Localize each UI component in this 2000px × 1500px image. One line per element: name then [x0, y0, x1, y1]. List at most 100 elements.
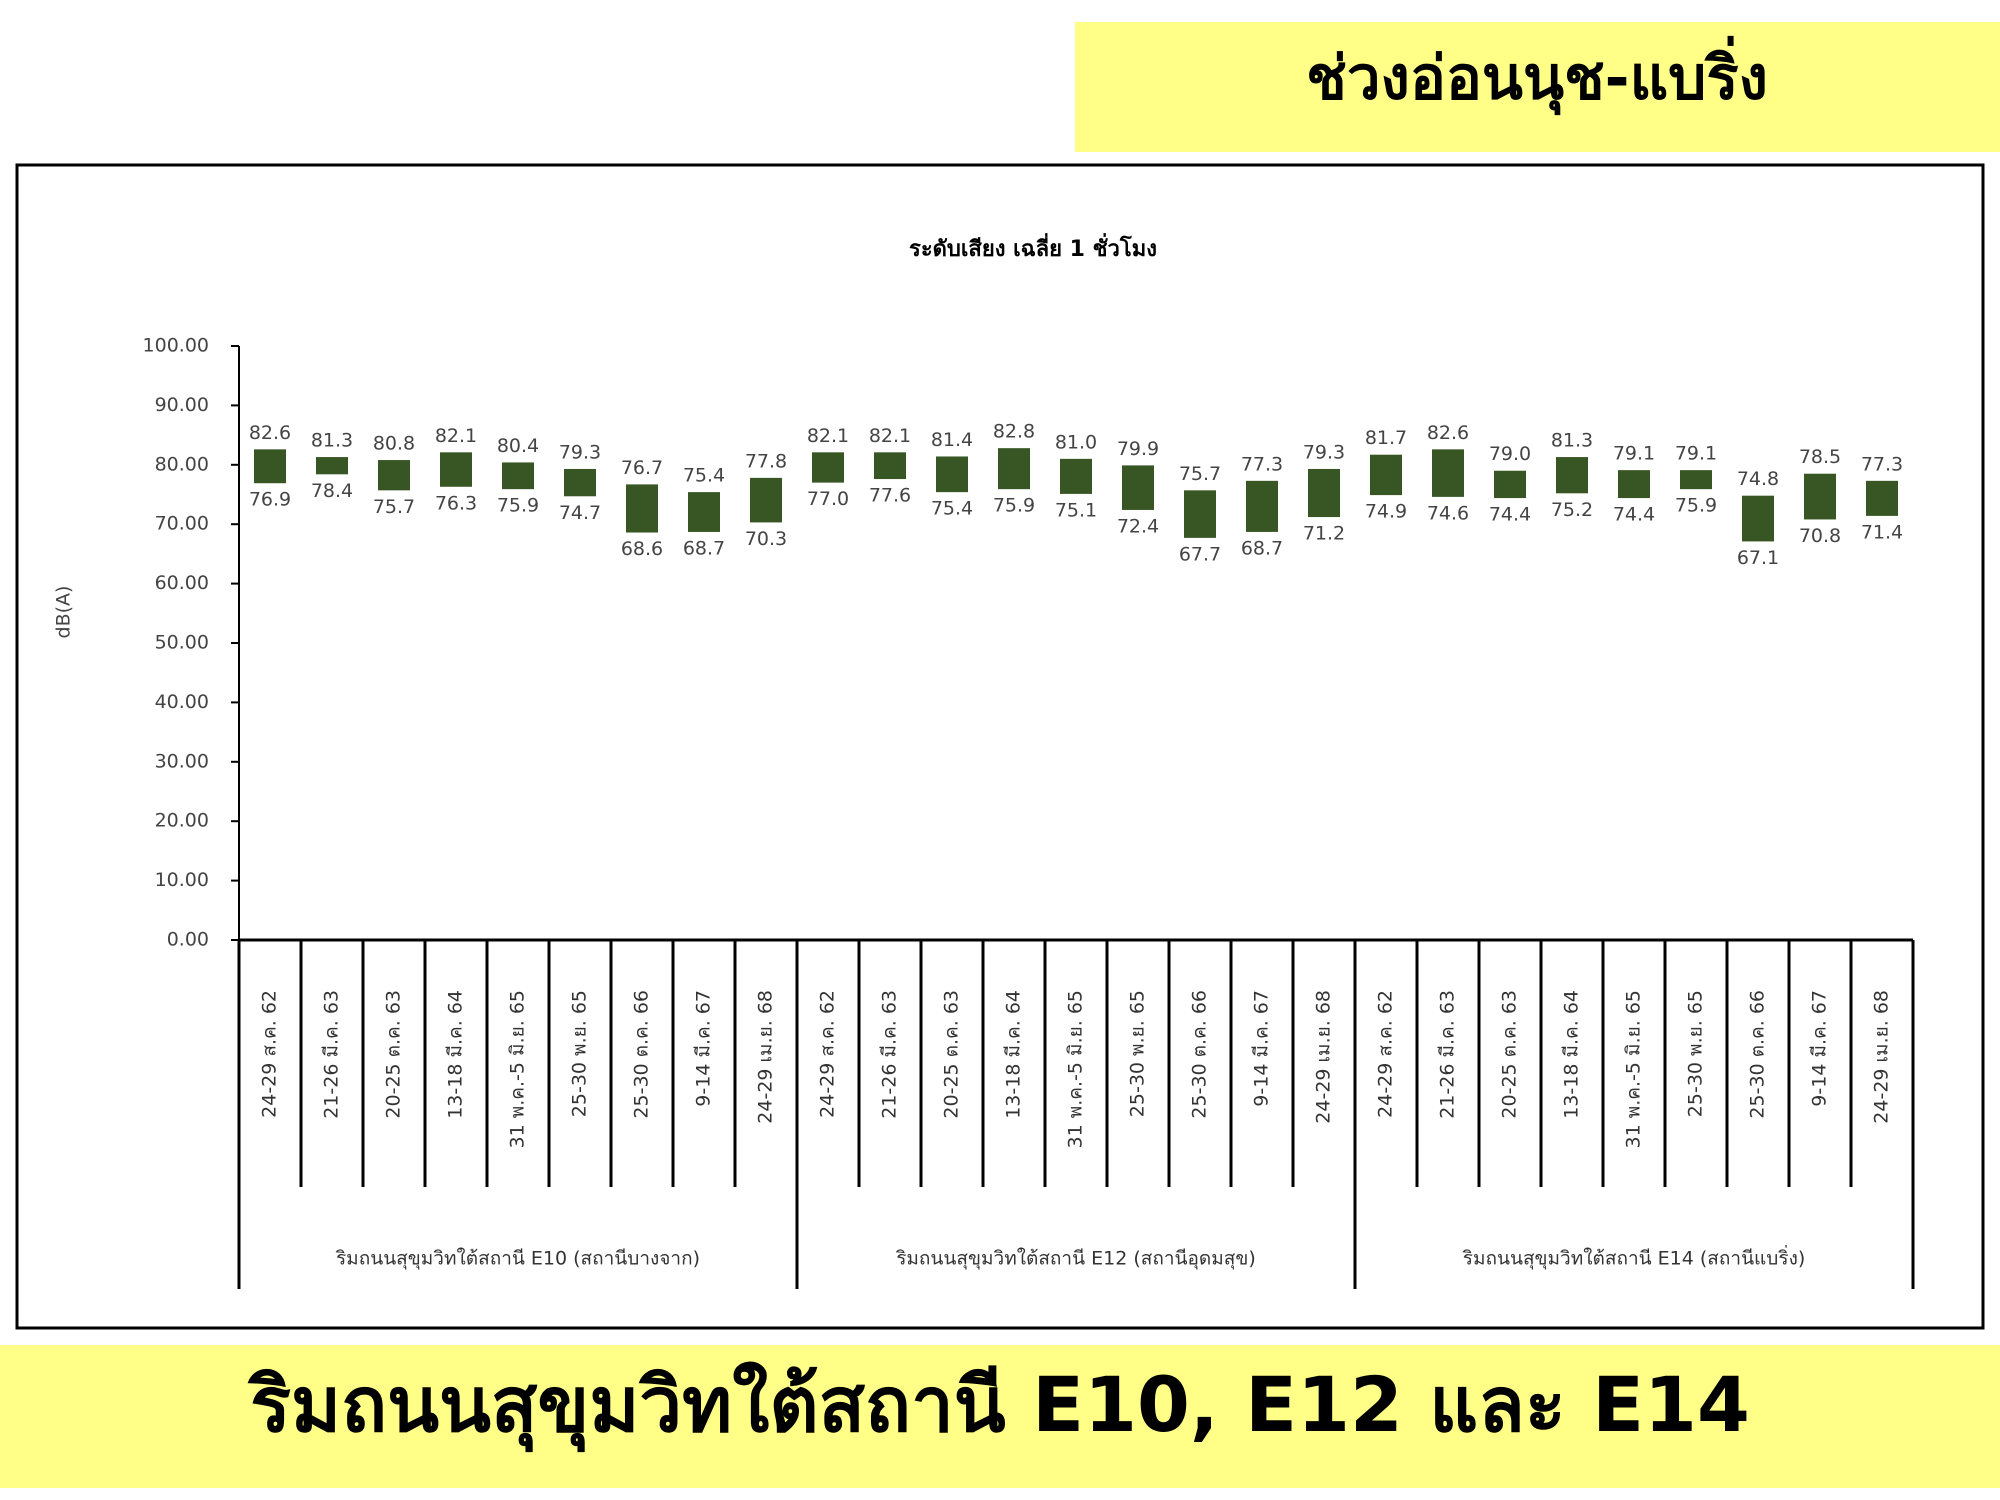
- footer-title: ริมถนนสุขุมวิทใต้สถานี E10, E12 และ E14: [247, 1360, 1750, 1453]
- high-label: 82.6: [1427, 422, 1469, 444]
- y-tick-label: 10.00: [155, 869, 209, 891]
- low-label: 67.7: [1179, 543, 1221, 565]
- x-tick-label: 13-18 มี.ค. 64: [1003, 990, 1025, 1119]
- y-tick-label: 90.00: [155, 394, 209, 416]
- high-label: 79.1: [1675, 443, 1717, 465]
- high-label: 74.8: [1737, 468, 1779, 490]
- low-label: 74.9: [1365, 501, 1407, 523]
- high-label: 80.4: [497, 435, 539, 457]
- range-bar: [1246, 480, 1278, 532]
- x-tick-label: 13-18 มี.ค. 64: [1561, 990, 1583, 1119]
- x-tick-label: 9-14 มี.ค. 67: [693, 990, 715, 1107]
- low-label: 70.3: [745, 528, 787, 550]
- range-bar: [1494, 470, 1526, 499]
- range-bar: [998, 448, 1030, 490]
- high-label: 81.3: [311, 430, 353, 452]
- chart-title: ระดับเสียง เฉลี่ย 1 ชั่วโมง: [909, 232, 1157, 262]
- low-label: 67.1: [1737, 547, 1779, 569]
- high-label: 81.0: [1055, 431, 1097, 453]
- range-bar: [1184, 490, 1216, 538]
- x-tick-label: 21-26 มี.ค. 63: [879, 990, 901, 1119]
- x-tick-label: 20-25 ต.ค. 63: [941, 990, 963, 1119]
- high-label: 82.1: [435, 425, 477, 447]
- range-bar: [564, 468, 596, 497]
- range-bar: [812, 452, 844, 483]
- high-label: 77.3: [1861, 453, 1903, 475]
- low-label: 77.0: [807, 488, 849, 510]
- x-tick-label: 21-26 มี.ค. 63: [321, 990, 343, 1119]
- range-bar: [874, 452, 906, 480]
- x-tick-label: 25-30 ต.ค. 66: [1189, 990, 1211, 1119]
- low-label: 75.9: [497, 495, 539, 517]
- y-tick-label: 50.00: [155, 632, 209, 654]
- range-bar: [626, 484, 658, 533]
- x-tick-label: 9-14 มี.ค. 67: [1251, 990, 1273, 1107]
- range-bar: [688, 492, 720, 532]
- header-title: ช่วงอ่อนนุช-แบริ่ง: [1306, 36, 1768, 116]
- x-tick-label: 31 พ.ค.-5 มิ.ย. 65: [1623, 990, 1645, 1148]
- high-label: 76.7: [621, 457, 663, 479]
- y-tick-label: 40.00: [155, 691, 209, 713]
- x-tick-label: 20-25 ต.ค. 63: [383, 990, 405, 1119]
- x-tick-label: 25-30 ต.ค. 66: [631, 990, 653, 1119]
- y-tick-label: 80.00: [155, 453, 209, 475]
- range-bar: [1556, 457, 1588, 494]
- range-bar: [316, 457, 348, 475]
- group-label: ริมถนนสุขุมวิทใต้สถานี E10 (สถานีบางจาก): [335, 1248, 700, 1271]
- range-bar: [1804, 473, 1836, 520]
- y-tick-label: 100.00: [143, 335, 209, 357]
- group-label: ริมถนนสุขุมวิทใต้สถานี E12 (สถานีอุดมสุข…: [895, 1248, 1255, 1271]
- high-label: 82.1: [869, 425, 911, 447]
- range-bar: [1122, 465, 1154, 510]
- x-tick-label: 24-29 เม.ย. 68: [755, 990, 777, 1124]
- low-label: 75.9: [993, 495, 1035, 517]
- low-label: 71.4: [1861, 521, 1903, 543]
- x-tick-label: 24-29 ส.ค. 62: [817, 990, 839, 1118]
- range-bar: [1308, 468, 1340, 518]
- range-bar: [1060, 458, 1092, 494]
- y-tick-label: 70.00: [155, 513, 209, 535]
- high-label: 79.0: [1489, 443, 1531, 465]
- low-label: 75.4: [931, 498, 973, 520]
- x-tick-label: 25-30 พ.ย. 65: [569, 990, 591, 1117]
- low-label: 74.4: [1613, 504, 1655, 526]
- x-tick-label: 24-29 ส.ค. 62: [1375, 990, 1397, 1118]
- high-label: 75.4: [683, 465, 725, 487]
- y-axis-label: dB(A): [53, 586, 75, 639]
- high-label: 77.3: [1241, 453, 1283, 475]
- x-tick-label: 25-30 ต.ค. 66: [1747, 990, 1769, 1119]
- y-tick-label: 30.00: [155, 750, 209, 772]
- high-label: 79.1: [1613, 443, 1655, 465]
- x-tick-label: 31 พ.ค.-5 มิ.ย. 65: [507, 990, 529, 1148]
- range-bar: [1432, 449, 1464, 497]
- low-label: 75.1: [1055, 499, 1097, 521]
- high-label: 82.1: [807, 425, 849, 447]
- x-tick-label: 9-14 มี.ค. 67: [1809, 990, 1831, 1107]
- low-label: 75.9: [1675, 495, 1717, 517]
- x-tick-label: 25-30 พ.ย. 65: [1685, 990, 1707, 1117]
- range-bar: [378, 460, 410, 491]
- high-label: 79.9: [1117, 438, 1159, 460]
- low-label: 72.4: [1117, 515, 1159, 537]
- group-label: ริมถนนสุขุมวิทใต้สถานี E14 (สถานีแบริ่ง): [1462, 1245, 1805, 1271]
- high-label: 81.3: [1551, 430, 1593, 452]
- low-label: 76.3: [435, 492, 477, 514]
- low-label: 68.6: [621, 538, 663, 560]
- low-label: 75.7: [373, 496, 415, 518]
- range-bar: [502, 462, 534, 490]
- x-tick-label: 31 พ.ค.-5 มิ.ย. 65: [1065, 990, 1087, 1148]
- low-label: 68.7: [683, 537, 725, 559]
- range-bar: [1370, 454, 1402, 496]
- high-label: 82.6: [249, 422, 291, 444]
- low-label: 71.2: [1303, 523, 1345, 545]
- x-tick-label: 24-29 เม.ย. 68: [1871, 990, 1893, 1124]
- high-label: 81.7: [1365, 427, 1407, 449]
- low-label: 74.4: [1489, 504, 1531, 526]
- high-label: 82.8: [993, 421, 1035, 443]
- low-label: 74.7: [559, 502, 601, 524]
- low-label: 76.9: [249, 489, 291, 511]
- x-tick-label: 13-18 มี.ค. 64: [445, 990, 467, 1119]
- y-tick-label: 0.00: [167, 929, 209, 951]
- high-label: 79.3: [1303, 441, 1345, 463]
